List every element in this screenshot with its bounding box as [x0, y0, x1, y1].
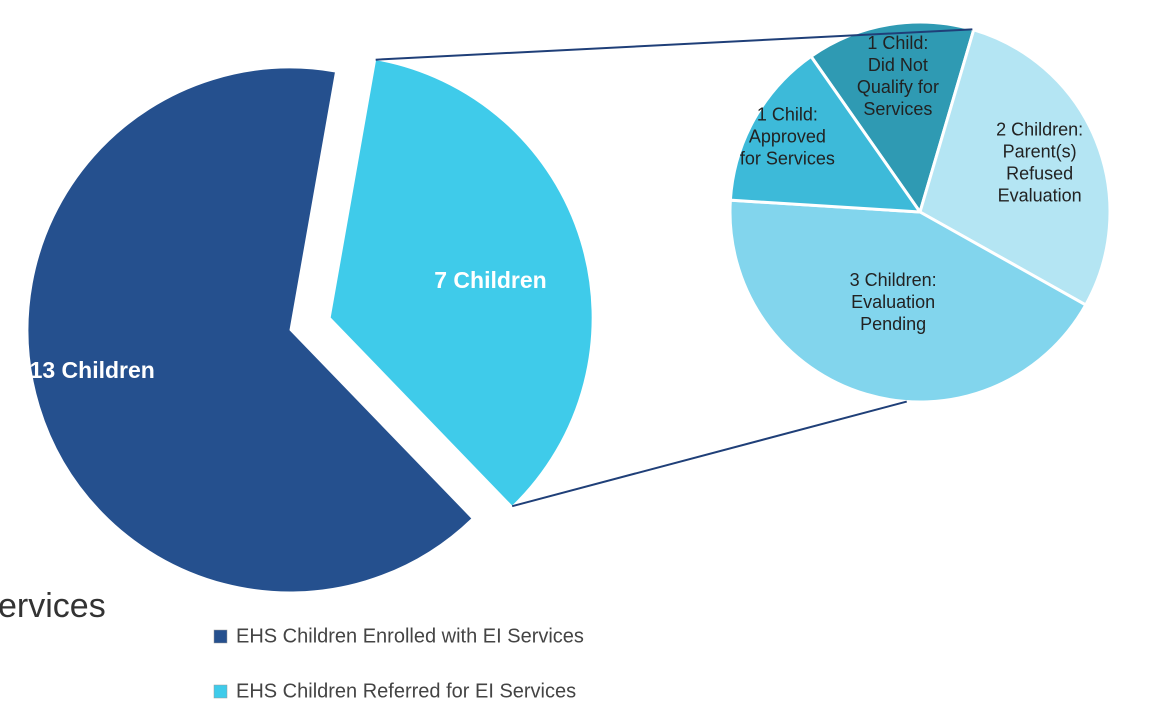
- connector: [375, 28, 973, 61]
- slice-label: 13 Children: [30, 357, 155, 383]
- label-line: Refused: [1006, 163, 1073, 183]
- label-line: Approved: [749, 126, 826, 146]
- label-line: for Services: [740, 148, 835, 168]
- label-line: Did Not: [868, 55, 928, 75]
- sub-pie-slice: [728, 54, 924, 214]
- label-line: 1 Child:: [867, 33, 928, 53]
- label-line: Evaluation: [998, 185, 1082, 205]
- label-line: Services: [863, 99, 932, 119]
- sub-slice-label: 1 Child: Did Not Qualify for Services: [857, 33, 939, 119]
- pie-slice: [27, 67, 473, 593]
- label-line: 3 Children:: [850, 270, 937, 290]
- legend-label: EHS Children Referred for EI Services: [236, 680, 576, 702]
- legend-swatch: [213, 684, 228, 699]
- label-line: Evaluation: [851, 292, 935, 312]
- label-line: Qualify for: [857, 77, 939, 97]
- pie-slice: [329, 59, 593, 507]
- connector: [511, 400, 908, 508]
- sub-slice-label: 1 Child: Approved for Services: [740, 104, 835, 168]
- slice-label: 7 Children: [434, 267, 546, 293]
- label-line: 1 Child:: [757, 104, 818, 124]
- sub-pie-slice: [918, 27, 1112, 307]
- label-line: Parent(s): [1003, 141, 1077, 161]
- label-line: Pending: [860, 314, 926, 334]
- label-line: 2 Children:: [996, 119, 1083, 139]
- sub-pie-slice: [728, 198, 1088, 404]
- sub-slice-label: 2 Children: Parent(s) Refused Evaluation: [996, 119, 1083, 205]
- legend-swatch: [213, 629, 228, 644]
- title-fragment: ervices: [0, 587, 106, 625]
- sub-slice-label: 3 Children: Evaluation Pending: [850, 270, 937, 334]
- legend-label: EHS Children Enrolled with EI Services: [236, 625, 584, 647]
